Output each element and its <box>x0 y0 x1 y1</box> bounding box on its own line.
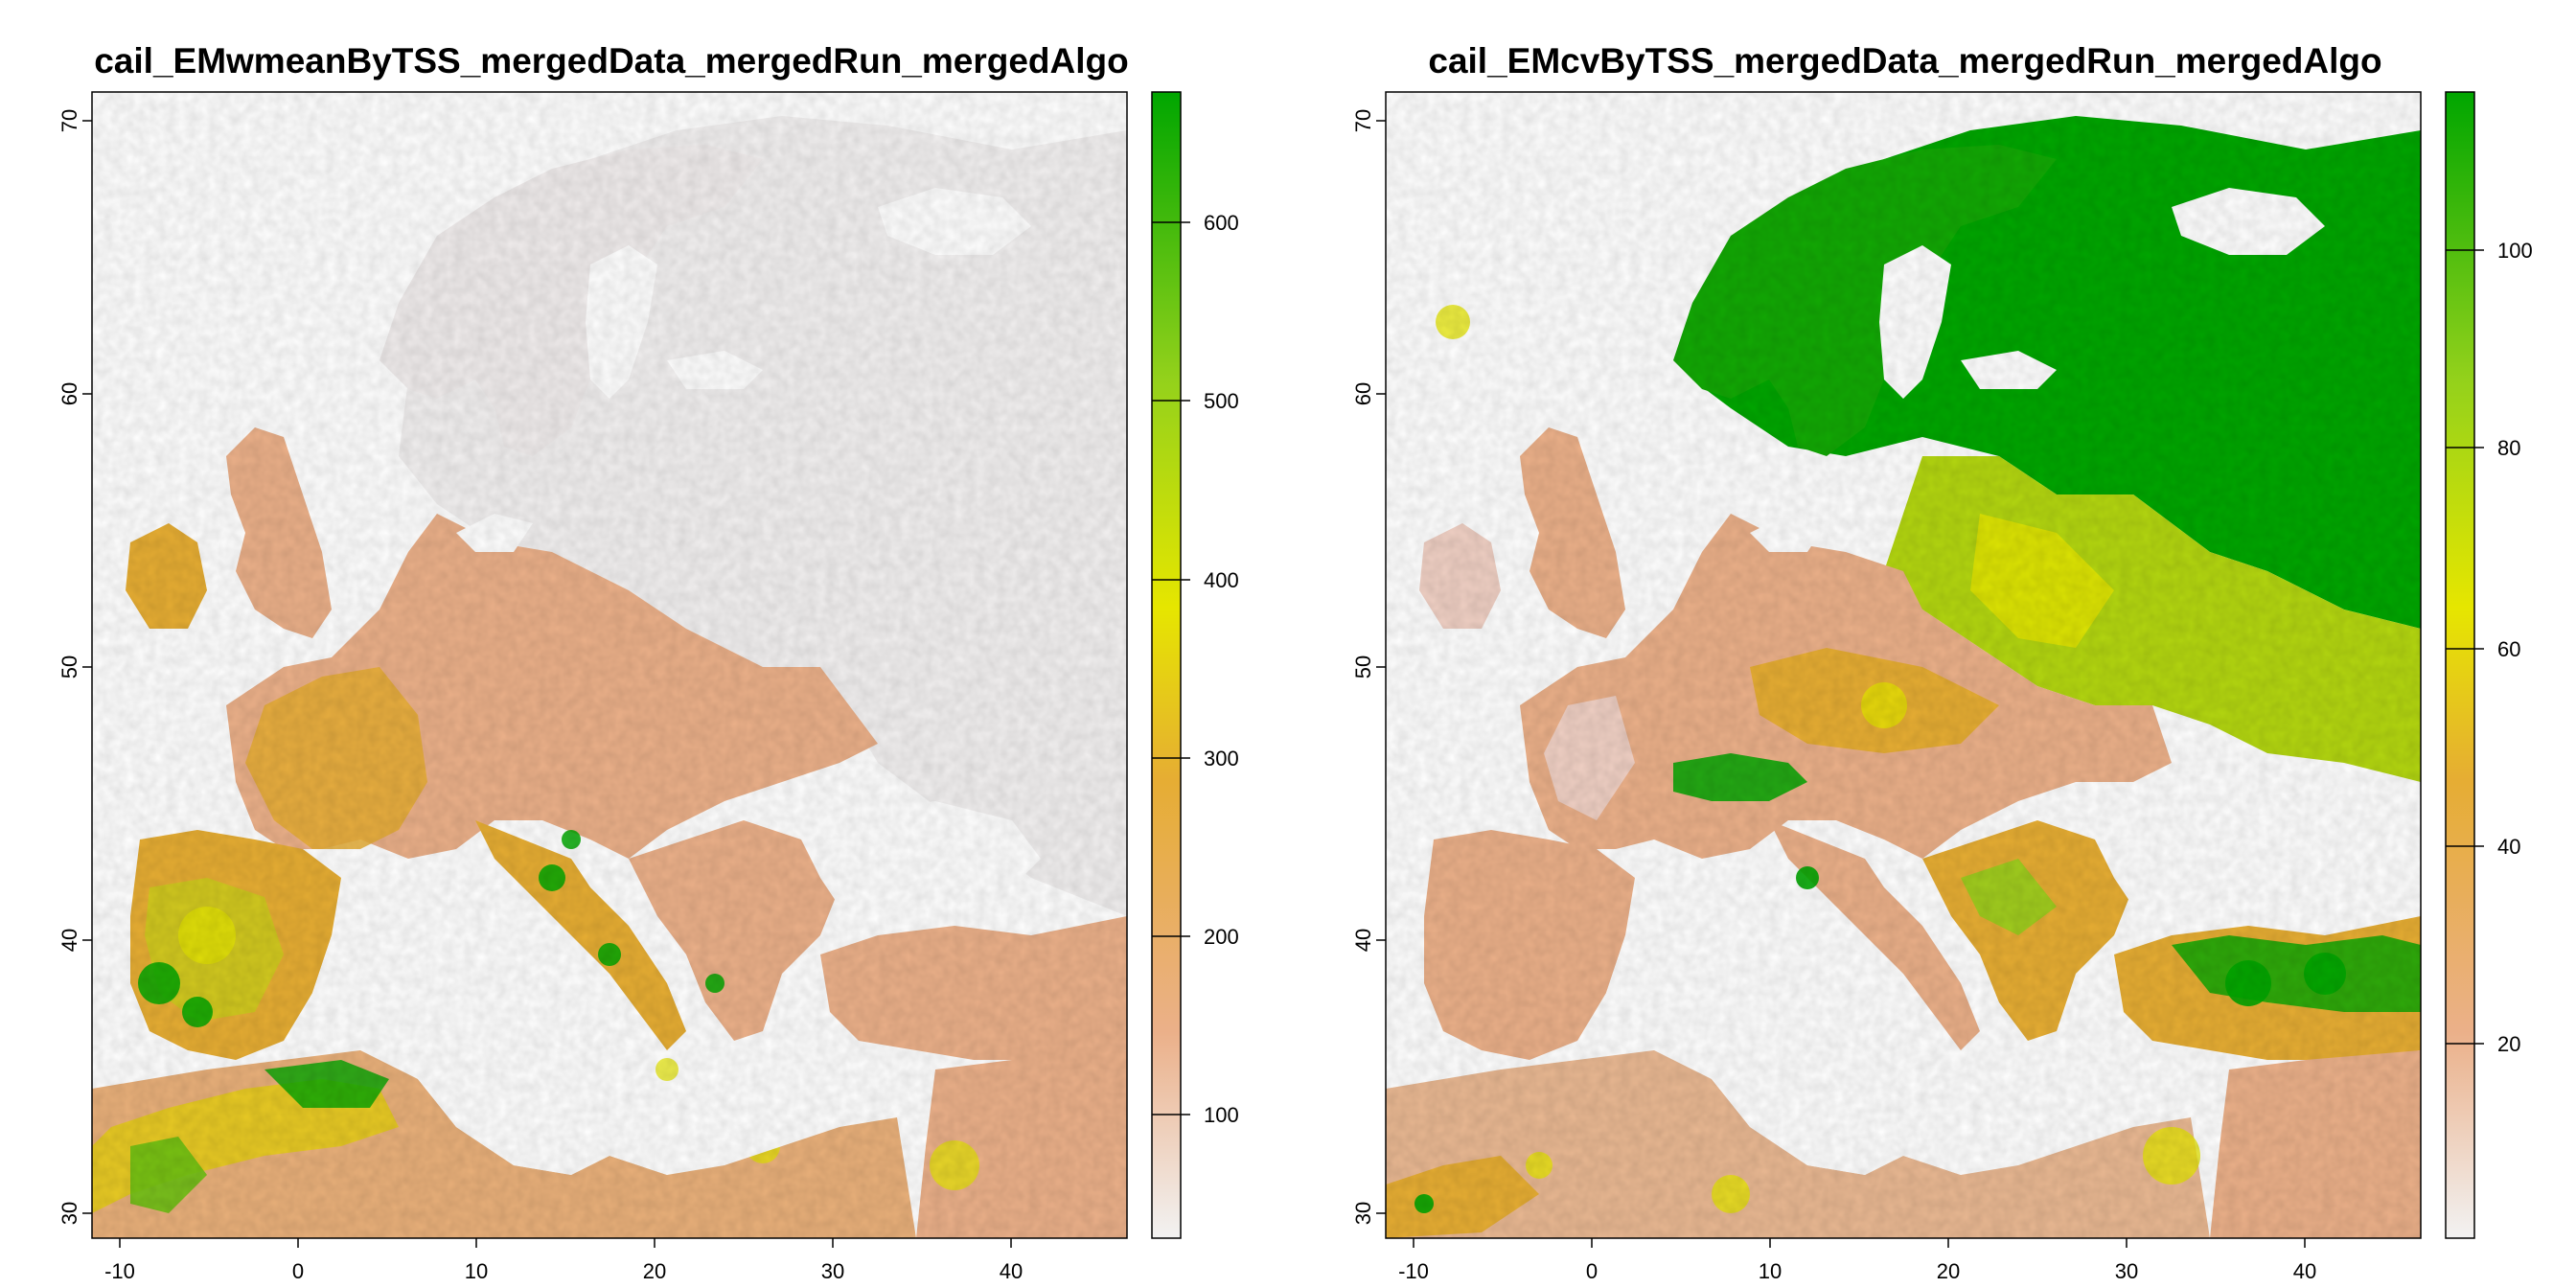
map-canvas <box>92 92 1127 1238</box>
colorbar-tick-label: 100 <box>2497 239 2533 263</box>
colorbar-tick-label: 400 <box>1204 568 1239 592</box>
colorbar: 100 200 300 400 500 600 <box>1151 91 1239 1239</box>
panel-cv: cail_EMcvByTSS_mergedData_mergedRun_merg… <box>1351 41 2533 1283</box>
y-tick-label: 50 <box>1351 656 1375 678</box>
colorbar-tick-label: 80 <box>2497 436 2520 460</box>
x-axis <box>1413 1238 2306 1248</box>
y-tick-labels: 30 40 50 60 70 <box>1351 109 1375 1225</box>
y-tick-label: 60 <box>58 382 81 405</box>
y-axis <box>1376 120 1386 1214</box>
colorbar: 20 40 60 80 100 <box>2445 91 2533 1239</box>
y-tick-label: 70 <box>58 109 81 132</box>
panel-mean: cail_EMwmeanByTSS_mergedData_mergedRun_m… <box>58 41 1239 1283</box>
map-frame <box>1385 91 2422 1239</box>
y-tick-label: 40 <box>58 929 81 952</box>
map-frame <box>91 91 1128 1239</box>
map-area <box>1385 91 2422 1239</box>
colorbar-tick-label: 200 <box>1204 925 1239 949</box>
x-tick-label: -10 <box>1398 1259 1429 1283</box>
colorbar-tick-label: 40 <box>2497 835 2520 859</box>
y-tick-label: 70 <box>1351 109 1375 132</box>
x-tick-label: 10 <box>1759 1259 1782 1283</box>
colorbar-gradient <box>1151 91 1182 1239</box>
panel-title: cail_EMcvByTSS_mergedData_mergedRun_merg… <box>1428 41 2381 80</box>
y-tick-label: 40 <box>1351 929 1375 952</box>
x-tick-label: 30 <box>2115 1259 2138 1283</box>
colorbar-gradient <box>2445 91 2475 1239</box>
y-tick-labels: 30 40 50 60 70 <box>58 109 81 1225</box>
y-tick-label: 60 <box>1351 382 1375 405</box>
colorbar-tick-label: 300 <box>1204 747 1239 770</box>
x-tick-label: 20 <box>1937 1259 1960 1283</box>
y-tick-label: 30 <box>58 1202 81 1225</box>
x-tick-label: -10 <box>104 1259 135 1283</box>
colorbar-tick-label: 100 <box>1204 1103 1239 1127</box>
colorbar-tick-label: 600 <box>1204 211 1239 235</box>
map-canvas <box>1386 92 2421 1238</box>
colorbar-tick-label: 60 <box>2497 637 2520 661</box>
y-axis <box>82 120 92 1214</box>
x-tick-label: 0 <box>1586 1259 1598 1283</box>
x-tick-label: 20 <box>643 1259 666 1283</box>
x-tick-label: 30 <box>821 1259 844 1283</box>
colorbar-tick-label: 20 <box>2497 1032 2520 1056</box>
x-tick-label: 40 <box>2293 1259 2316 1283</box>
y-tick-label: 30 <box>1351 1202 1375 1225</box>
x-tick-label: 10 <box>465 1259 488 1283</box>
x-axis <box>119 1238 1012 1248</box>
colorbar-tick-label: 500 <box>1204 389 1239 413</box>
x-tick-labels: -10 0 10 20 30 40 <box>104 1259 1023 1283</box>
panel-title: cail_EMwmeanByTSS_mergedData_mergedRun_m… <box>94 41 1129 80</box>
x-tick-label: 40 <box>1000 1259 1023 1283</box>
x-tick-label: 0 <box>292 1259 304 1283</box>
map-area <box>91 91 1128 1239</box>
x-tick-labels: -10 0 10 20 30 40 <box>1398 1259 2316 1283</box>
y-tick-label: 50 <box>58 656 81 678</box>
